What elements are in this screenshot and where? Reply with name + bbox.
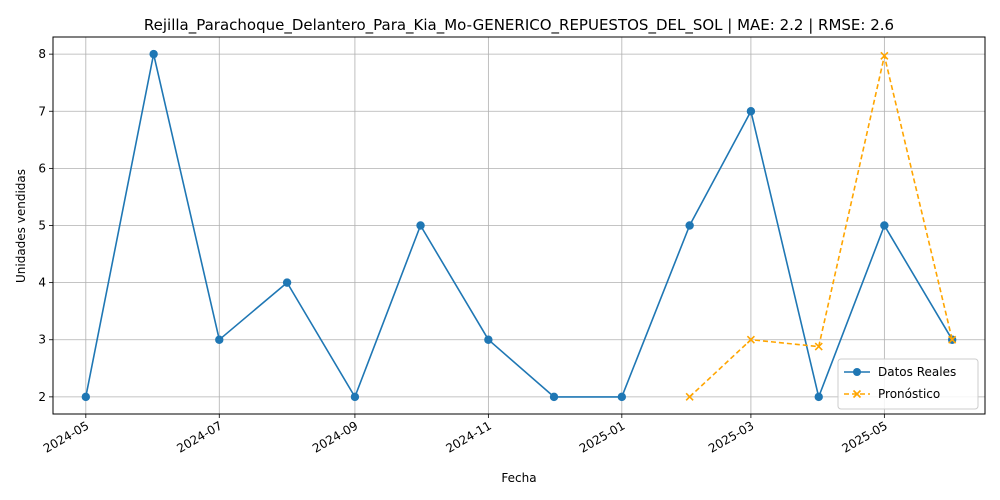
y-tick-label: 5	[38, 219, 46, 233]
data-point-actual	[215, 335, 224, 344]
chart-title: Rejilla_Parachoque_Delantero_Para_Kia_Mo…	[144, 16, 894, 35]
series-layer	[81, 49, 957, 402]
legend-marker-actual	[853, 368, 861, 376]
y-tick-label: 3	[38, 333, 46, 347]
data-point-actual	[350, 392, 360, 402]
data-point-forecast	[685, 392, 694, 401]
y-axis-title: Unidades vendidas	[14, 169, 28, 283]
legend-marker-forecast	[852, 389, 862, 399]
data-point-actual	[685, 221, 694, 230]
data-point-actual	[880, 221, 889, 230]
data-point-forecast	[948, 335, 957, 344]
data-point-actual	[617, 392, 627, 402]
legend-label-forecast: Pronóstico	[878, 387, 940, 401]
grid-layer	[53, 37, 985, 414]
data-point-actual	[484, 335, 493, 344]
data-point-forecast	[746, 335, 755, 344]
data-point-forecast	[880, 51, 889, 60]
y-tick-label: 6	[38, 161, 46, 175]
y-tick-label: 7	[38, 104, 46, 118]
data-point-actual	[549, 392, 559, 402]
data-point-actual	[746, 107, 756, 116]
y-tick-label: 2	[38, 390, 46, 404]
x-axis-title: Fecha	[501, 471, 536, 485]
y-tick-label: 4	[38, 276, 46, 290]
series-line-forecast	[689, 55, 953, 398]
legend-label-actual: Datos Reales	[878, 365, 956, 379]
y-tick-label: 8	[38, 47, 46, 61]
series-line-actual	[85, 53, 953, 398]
data-point-actual	[416, 221, 425, 230]
data-point-actual	[81, 392, 91, 402]
data-point-forecast	[814, 342, 823, 351]
data-point-actual	[814, 392, 823, 402]
legend: Datos Reales Pronóstico	[837, 358, 979, 410]
data-point-actual	[149, 49, 158, 59]
legend-box	[837, 358, 979, 410]
data-point-actual	[282, 278, 292, 287]
